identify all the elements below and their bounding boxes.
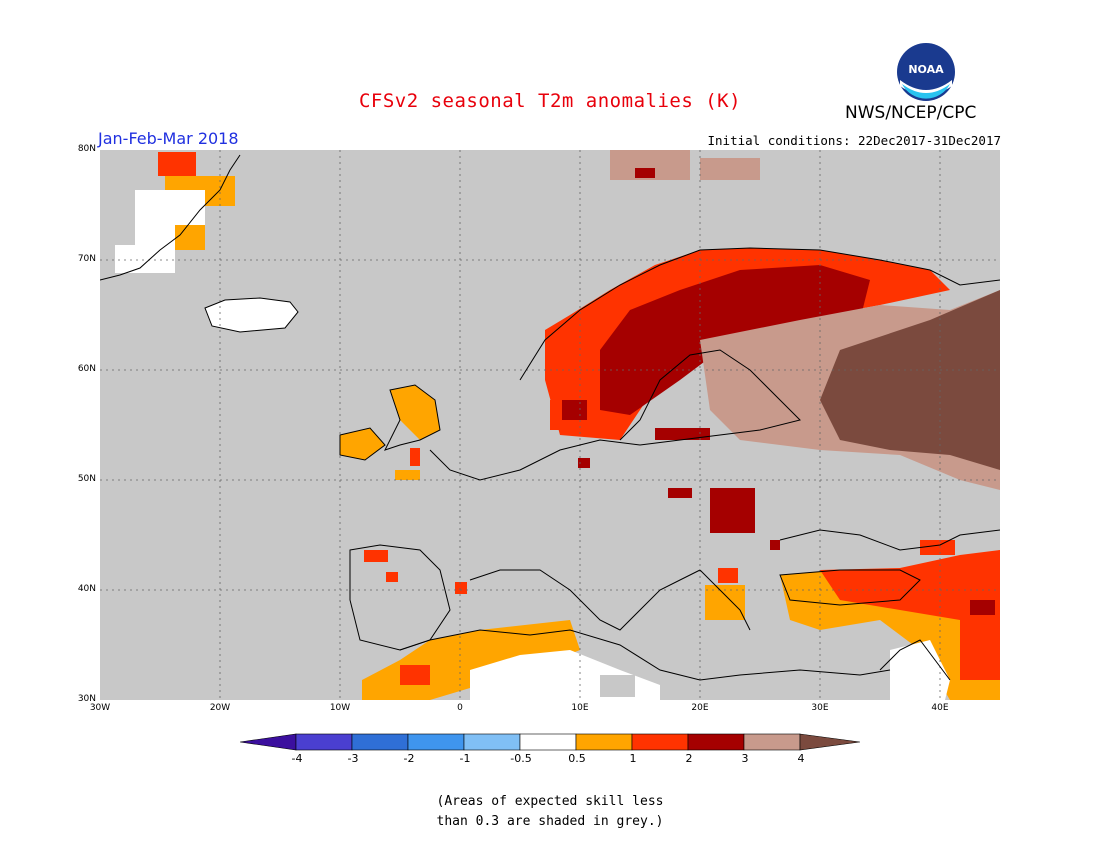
colorbar-label: 0.5 xyxy=(568,752,586,765)
lon-label-0: 0 xyxy=(457,703,463,713)
colorbar-segment xyxy=(799,733,860,751)
lon-label-30w: 30W xyxy=(89,703,111,713)
lat-label-40n: 40N xyxy=(77,584,96,594)
iberia-africa-region xyxy=(362,550,660,700)
colorbar-segment xyxy=(407,733,465,751)
colorbar-label: -4 xyxy=(291,752,303,765)
lat-label-50n: 50N xyxy=(77,474,96,484)
greenland-region xyxy=(115,152,235,273)
colorbar-segment xyxy=(240,733,297,751)
colorbar-segment xyxy=(295,733,353,751)
colorbar-segment xyxy=(463,733,521,751)
coastlines xyxy=(100,154,1000,681)
colorbar-label: 1 xyxy=(629,752,637,765)
svalbard-region xyxy=(610,150,760,180)
noaa-logo: NOAA xyxy=(897,43,955,101)
colorbar-label: -1 xyxy=(459,752,471,765)
graticule xyxy=(100,150,1000,700)
central-europe-region xyxy=(578,458,780,550)
colorbar-segment xyxy=(743,733,801,751)
colorbar-segment xyxy=(631,733,689,751)
lat-label-70n: 70N xyxy=(77,254,96,264)
lat-label-80n: 80N xyxy=(77,144,96,154)
organization-label: NWS/NCEP/CPC xyxy=(845,103,977,123)
lat-label-30n: 30N xyxy=(77,694,96,704)
colorbar-label: 2 xyxy=(685,752,693,765)
lon-label-20w: 20W xyxy=(209,703,231,713)
initial-conditions-label: Initial conditions: 22Dec2017-31Dec2017 xyxy=(707,133,1002,148)
lon-label-20e: 20E xyxy=(691,703,709,713)
anomaly-map xyxy=(100,150,1000,700)
colorbar-segment xyxy=(575,733,633,751)
skill-note: (Areas of expected skill less than 0.3 a… xyxy=(0,792,1100,832)
lat-label-60n: 60N xyxy=(77,364,96,374)
colorbar-label: -2 xyxy=(403,752,415,765)
colorbar-segment xyxy=(687,733,745,751)
russia-region xyxy=(655,290,1000,490)
british-isles-region xyxy=(340,385,440,480)
lon-label-10w: 10W xyxy=(329,703,351,713)
skill-note-line2: than 0.3 are shaded in grey.) xyxy=(436,814,664,829)
colorbar xyxy=(240,733,860,751)
lon-label-40e: 40E xyxy=(931,703,949,713)
colorbar-label: 4 xyxy=(797,752,805,765)
lon-label-10e: 10E xyxy=(571,703,589,713)
iceland-region xyxy=(205,298,298,332)
lon-label-30e: 30E xyxy=(811,703,829,713)
period-label: Jan-Feb-Mar 2018 xyxy=(98,129,239,148)
colorbar-label: -3 xyxy=(347,752,359,765)
colorbar-segment xyxy=(351,733,409,751)
colorbar-label: 3 xyxy=(741,752,749,765)
colorbar-segment xyxy=(519,733,577,751)
svg-text:NOAA: NOAA xyxy=(908,63,944,76)
colorbar-label: -0.5 xyxy=(510,752,532,765)
chart-title: CFSv2 seasonal T2m anomalies (K) xyxy=(358,90,742,112)
skill-note-line1: (Areas of expected skill less xyxy=(436,794,664,809)
